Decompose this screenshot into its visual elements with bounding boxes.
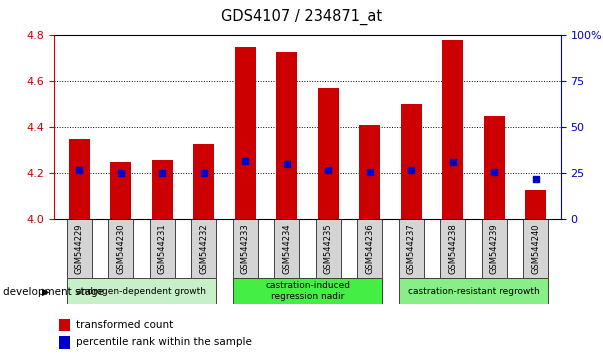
Bar <box>59 336 71 349</box>
Point <box>323 167 333 173</box>
Bar <box>482 219 507 278</box>
Text: GSM544236: GSM544236 <box>365 223 374 274</box>
Text: GSM544231: GSM544231 <box>158 223 166 274</box>
Bar <box>59 319 71 331</box>
Bar <box>194 143 214 219</box>
Point <box>448 160 458 165</box>
Point <box>282 161 292 167</box>
Point <box>116 171 125 176</box>
Text: GSM544230: GSM544230 <box>116 223 125 274</box>
Bar <box>235 47 256 219</box>
Point <box>365 169 374 175</box>
Text: GSM544234: GSM544234 <box>282 223 291 274</box>
Bar <box>359 125 380 219</box>
Point <box>241 158 250 164</box>
Bar <box>399 278 548 304</box>
Bar <box>358 219 382 278</box>
Text: percentile rank within the sample: percentile rank within the sample <box>75 337 251 348</box>
Text: androgen-dependent growth: androgen-dependent growth <box>77 287 206 296</box>
Text: GSM544233: GSM544233 <box>241 223 250 274</box>
Text: GSM544235: GSM544235 <box>324 223 333 274</box>
Text: GDS4107 / 234871_at: GDS4107 / 234871_at <box>221 9 382 25</box>
Bar <box>276 51 297 219</box>
Text: development stage: development stage <box>3 287 104 297</box>
Bar <box>69 139 90 219</box>
Text: GSM544239: GSM544239 <box>490 223 499 274</box>
Text: ▶: ▶ <box>42 287 49 297</box>
Bar <box>233 278 382 304</box>
Bar <box>233 219 257 278</box>
Bar <box>274 219 299 278</box>
Bar <box>109 219 133 278</box>
Point <box>531 176 541 182</box>
Bar <box>399 219 424 278</box>
Text: castration-induced
regression nadir: castration-induced regression nadir <box>265 281 350 301</box>
Bar <box>401 104 421 219</box>
Point <box>157 171 167 176</box>
Text: GSM544240: GSM544240 <box>531 223 540 274</box>
Text: transformed count: transformed count <box>75 320 173 330</box>
Point <box>490 169 499 175</box>
Bar <box>67 219 92 278</box>
Bar <box>318 88 339 219</box>
Bar <box>67 278 216 304</box>
Bar <box>440 219 466 278</box>
Bar <box>523 219 548 278</box>
Bar <box>110 162 131 219</box>
Text: GSM544237: GSM544237 <box>407 223 416 274</box>
Point <box>74 167 84 173</box>
Bar <box>316 219 341 278</box>
Text: GSM544229: GSM544229 <box>75 223 84 274</box>
Bar <box>150 219 175 278</box>
Text: castration-resistant regrowth: castration-resistant regrowth <box>408 287 540 296</box>
Point <box>199 171 209 176</box>
Bar <box>191 219 216 278</box>
Text: GSM544238: GSM544238 <box>449 223 457 274</box>
Bar <box>484 116 505 219</box>
Bar <box>152 160 172 219</box>
Point <box>406 167 416 173</box>
Bar <box>443 40 463 219</box>
Bar <box>525 190 546 219</box>
Text: GSM544232: GSM544232 <box>199 223 208 274</box>
